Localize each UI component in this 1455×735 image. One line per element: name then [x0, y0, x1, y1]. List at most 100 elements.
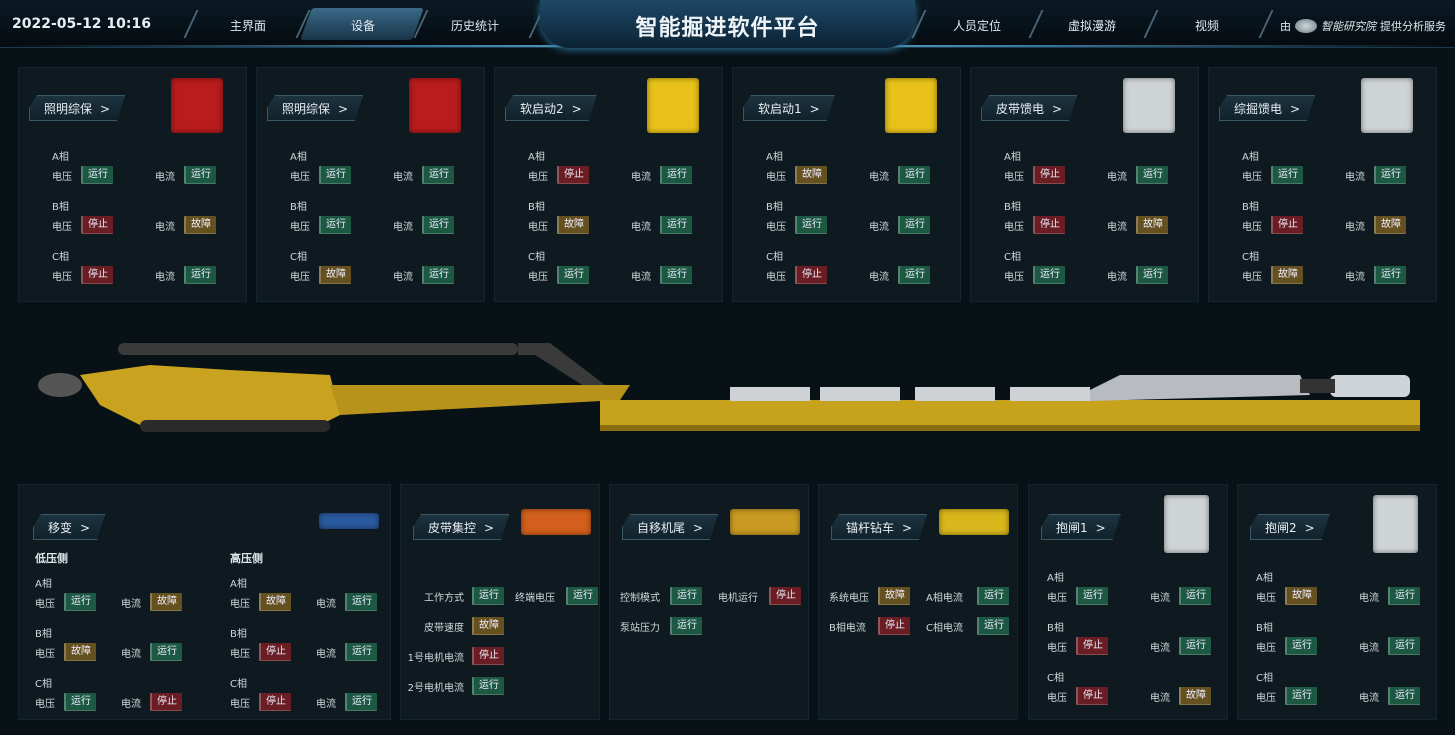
nav-history[interactable]: 历史统计	[450, 19, 499, 33]
belt-segment	[915, 387, 995, 401]
device-title-button[interactable]: 综掘馈电 >	[1219, 95, 1315, 121]
page-title: 智能掘进软件平台	[635, 16, 820, 41]
current-label: 电流	[155, 272, 175, 283]
chevron-right-icon: >	[809, 102, 820, 116]
institute-logo-icon	[1295, 19, 1317, 33]
status-badge: 运行	[1374, 166, 1406, 184]
voltage-label: 电压	[1256, 593, 1276, 604]
provider-suffix: 提供分析服务	[1380, 20, 1446, 33]
chevron-right-icon: >	[1095, 521, 1106, 535]
status-badge: 运行	[64, 593, 96, 611]
status-badge: 故障	[1136, 216, 1168, 234]
status-badge: 运行	[319, 216, 351, 234]
voltage-label: 电压	[1004, 272, 1024, 283]
fan-unit	[1330, 375, 1410, 397]
device-title: 抱闸2	[1265, 521, 1297, 535]
phase-label: A相	[35, 579, 52, 590]
item-label: 终端电压	[515, 593, 555, 604]
chevron-right-icon: >	[1304, 521, 1315, 535]
current-label: 电流	[393, 222, 413, 233]
device-card: 综掘馈电 > A相 电压 运行 电流 运行 B相 电压 停止 电流 故障 C相 电压 故障 电流 运行	[1208, 67, 1437, 302]
phase-label: A相	[1242, 152, 1259, 163]
voltage-label: 电压	[766, 272, 786, 283]
status-badge: 运行	[422, 216, 454, 234]
phase-label: B相	[1242, 202, 1259, 213]
device-title: 自移机尾	[637, 521, 686, 535]
status-badge: 运行	[660, 166, 692, 184]
item-label: 皮带速度	[424, 623, 464, 634]
status-badge: 运行	[795, 216, 827, 234]
status-badge: 停止	[81, 266, 113, 284]
self-moving-tail-card: 自移机尾 > 控制模式 运行 电机运行 停止 泵站压力 运行	[609, 484, 809, 720]
status-badge: 运行	[1136, 166, 1168, 184]
voltage-label: 电压	[766, 172, 786, 183]
chevron-right-icon: >	[902, 521, 913, 535]
device-title-button[interactable]: 移变 >	[33, 514, 105, 540]
voltage-label: 电压	[1256, 693, 1276, 704]
current-label: 电流	[631, 272, 651, 283]
device-title: 照明综保	[282, 102, 331, 116]
device-title-button[interactable]: 软启动1 >	[743, 95, 835, 121]
status-badge: 运行	[150, 643, 182, 661]
status-badge: 运行	[1179, 587, 1211, 605]
nav-virtual-tour[interactable]: 虚拟漫游	[1067, 19, 1116, 33]
roadheader-machine-image	[38, 343, 1420, 432]
voltage-label: 电压	[1004, 222, 1024, 233]
phase-label: B相	[1004, 202, 1021, 213]
status-badge: 停止	[1271, 216, 1303, 234]
voltage-label: 电压	[1047, 693, 1067, 704]
phase-label: A相	[528, 152, 545, 163]
device-title: 移变	[48, 521, 73, 535]
device-title-button[interactable]: 照明综保 >	[267, 95, 363, 121]
cutting-head	[38, 373, 82, 397]
status-badge: 故障	[1179, 687, 1211, 705]
device-title-button[interactable]: 抱闸1 >	[1041, 514, 1121, 540]
status-badge: 故障	[64, 643, 96, 661]
status-badge: 运行	[184, 266, 216, 284]
status-badge: 故障	[878, 587, 910, 605]
current-label: 电流	[631, 172, 651, 183]
status-badge: 运行	[64, 693, 96, 711]
status-badge: 停止	[1033, 216, 1065, 234]
voltage-label: 电压	[1047, 643, 1067, 654]
item-label: 工作方式	[424, 593, 464, 604]
phase-label: C相	[52, 252, 69, 263]
device-title-button[interactable]: 照明综保 >	[29, 95, 125, 121]
current-label: 电流	[393, 172, 413, 183]
nav-personnel[interactable]: 人员定位	[952, 19, 1001, 33]
device-title-button[interactable]: 皮带集控 >	[413, 514, 509, 540]
dust-duct-bend	[518, 343, 605, 393]
provider-credit: 由 智能研究院 提供分析服务	[1280, 18, 1446, 34]
belt-control-card: 皮带集控 > 工作方式 运行 终端电压 运行 皮带速度 故障 1号电机电流 停止 2号电机电流 运行	[400, 484, 600, 720]
voltage-label: 电压	[35, 699, 55, 710]
current-label: 电流	[869, 172, 889, 183]
side-label: 高压侧	[230, 552, 263, 565]
device-title: 软启动1	[758, 102, 802, 116]
status-badge: 故障	[319, 266, 351, 284]
status-badge: 故障	[150, 593, 182, 611]
voltage-label: 电压	[35, 649, 55, 660]
white-cabinet-image	[1373, 495, 1418, 553]
nav-video[interactable]: 视频	[1194, 19, 1219, 33]
device-title-button[interactable]: 自移机尾 >	[622, 514, 718, 540]
phase-label: A相	[230, 579, 247, 590]
bolter-drill-image	[939, 509, 1009, 535]
item-label: B相电流	[829, 623, 866, 634]
institute-name: 智能研究院	[1321, 20, 1376, 33]
chevron-right-icon: >	[80, 521, 91, 535]
nav-main[interactable]: 主界面	[229, 19, 266, 33]
nav-devices[interactable]: 设备	[350, 19, 375, 33]
device-title: 皮带集控	[428, 521, 477, 535]
status-badge: 停止	[259, 693, 291, 711]
phase-label: B相	[52, 202, 69, 213]
bridge-conveyor	[330, 385, 630, 415]
status-badge: 运行	[1388, 637, 1420, 655]
device-title-button[interactable]: 软启动2 >	[505, 95, 597, 121]
status-badge: 运行	[1285, 687, 1317, 705]
device-title-button[interactable]: 抱闸2 >	[1250, 514, 1330, 540]
chevron-right-icon: >	[100, 102, 111, 116]
phase-label: C相	[528, 252, 545, 263]
device-title-button[interactable]: 皮带馈电 >	[981, 95, 1077, 121]
status-badge: 运行	[660, 266, 692, 284]
device-title-button[interactable]: 锚杆钻车 >	[831, 514, 927, 540]
